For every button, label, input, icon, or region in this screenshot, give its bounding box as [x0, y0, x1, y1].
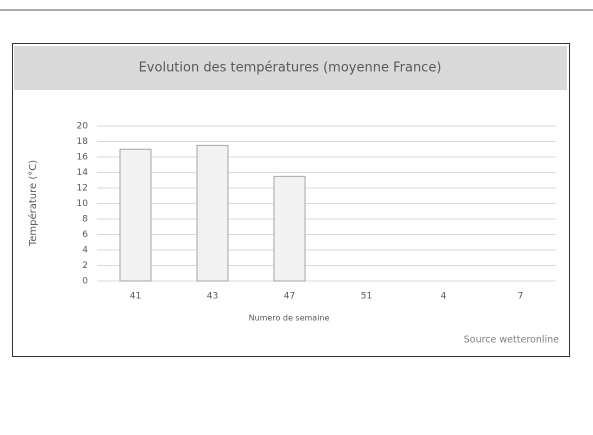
x-tick-label: 7: [518, 292, 524, 302]
title-band: [14, 46, 567, 90]
x-tick-label: 43: [207, 292, 218, 302]
y-tick-label: 16: [77, 153, 89, 163]
chart-title: Evolution des températures (moyenne Fran…: [139, 61, 442, 76]
y-tick-label: 14: [77, 168, 89, 178]
y-tick-label: 8: [82, 215, 88, 225]
y-tick-label: 4: [82, 246, 88, 256]
x-tick-label: 51: [361, 292, 372, 302]
y-tick-label: 10: [77, 199, 89, 209]
x-tick-label: 47: [284, 292, 295, 302]
y-tick-label: 0: [82, 277, 88, 287]
y-tick-label: 18: [77, 137, 89, 147]
x-tick-label: 41: [130, 292, 141, 302]
y-tick-label: 2: [82, 261, 88, 271]
x-axis-label: Numero de semaine: [249, 314, 330, 323]
y-tick-label: 12: [77, 184, 88, 194]
x-tick-label: 4: [441, 292, 447, 302]
y-axis-label: Température (°C): [27, 160, 39, 247]
bar: [196, 144, 229, 282]
y-tick-label: 6: [82, 230, 88, 240]
source-note: Source wetteronline: [464, 335, 559, 346]
y-tick-label: 20: [77, 122, 89, 132]
bar: [273, 175, 306, 282]
bar: [119, 148, 152, 282]
